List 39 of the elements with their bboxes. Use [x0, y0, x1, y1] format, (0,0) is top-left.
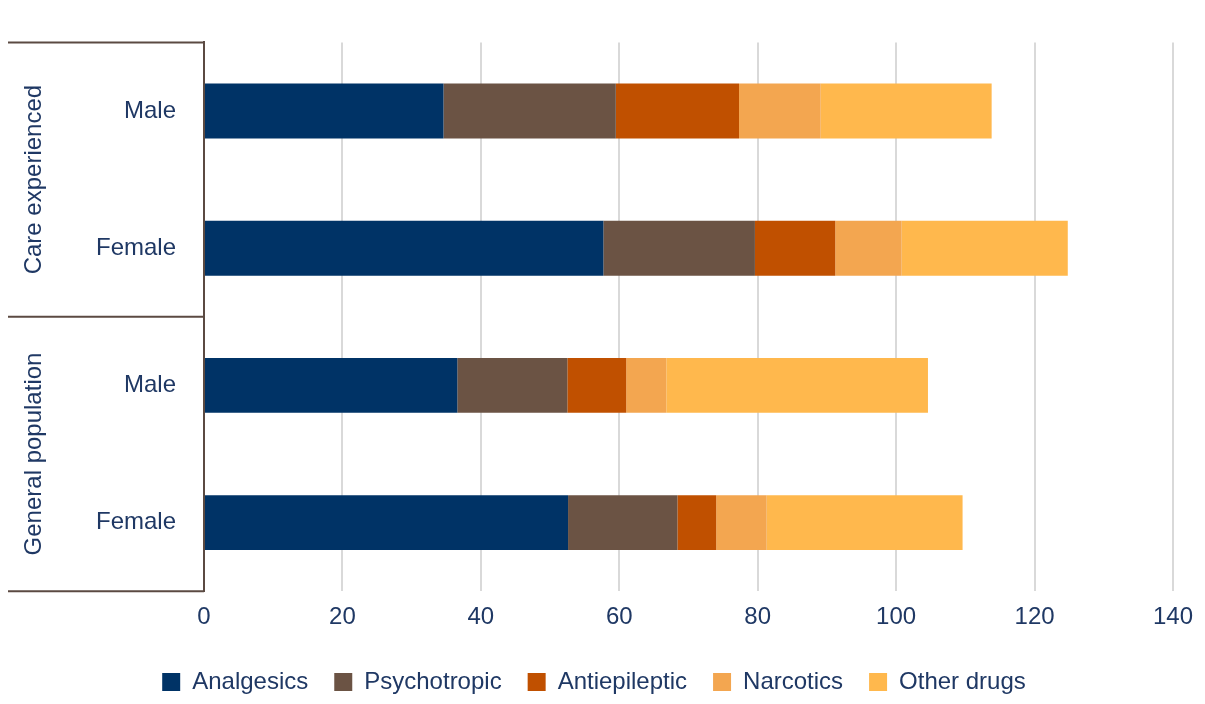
bar — [568, 495, 678, 551]
legend-label: Antiepileptic — [557, 666, 688, 694]
bar — [901, 220, 1068, 276]
bar — [820, 83, 992, 139]
bar — [677, 495, 717, 551]
bar — [766, 495, 963, 551]
y-tick-label: Male — [123, 370, 176, 398]
bar — [205, 83, 444, 139]
bar — [443, 83, 616, 139]
bar — [457, 357, 568, 413]
x-tick-label: 0 — [197, 602, 211, 630]
bar — [205, 220, 604, 276]
legend-label: Narcotics — [743, 666, 844, 694]
bar — [603, 220, 755, 276]
legend-label: Psychotropic — [364, 666, 502, 694]
x-tick-label: 60 — [605, 602, 633, 630]
x-tick-label: 20 — [329, 602, 356, 630]
y-tick-label: Female — [95, 507, 176, 535]
bar — [626, 357, 667, 413]
bar — [615, 83, 740, 139]
legend-label: Other drugs — [899, 666, 1026, 694]
bar — [666, 357, 928, 413]
legend-label: Analgesics — [192, 666, 309, 694]
bar — [739, 83, 821, 139]
bar — [754, 220, 836, 276]
x-tick-label: 120 — [1014, 602, 1055, 630]
text: Care experienced — [18, 84, 46, 275]
bar — [205, 495, 569, 551]
bar — [205, 357, 458, 413]
x-tick-label: 80 — [744, 602, 772, 630]
x-tick-label: 100 — [876, 602, 917, 630]
x-tick-label: 40 — [467, 602, 495, 630]
x-tick-label: 140 — [1152, 602, 1193, 630]
bar — [835, 220, 902, 276]
bar — [716, 495, 767, 551]
text: General population — [18, 352, 46, 556]
y-tick-label: Female — [95, 232, 176, 260]
y-tick-label: Male — [123, 95, 176, 123]
bar — [567, 357, 627, 413]
